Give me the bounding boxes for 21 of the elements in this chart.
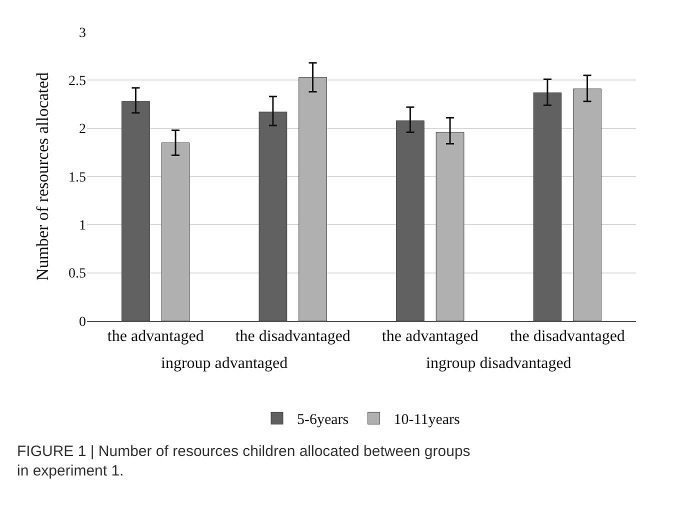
x-tick-label: the disadvantaged xyxy=(510,328,625,346)
text: ingroup disadvantaged xyxy=(426,355,572,372)
bar xyxy=(298,77,327,321)
legend-label: 10-11years xyxy=(394,412,460,428)
y-tick-label: 0.5 xyxy=(68,266,86,282)
x-tick-label: the advantaged xyxy=(382,328,478,346)
y-tick-label: 3 xyxy=(79,26,86,41)
bar xyxy=(436,132,464,321)
x-tick-label: the advantaged xyxy=(107,328,204,346)
legend-label: 5-6years xyxy=(297,412,349,428)
y-tick-label: 0 xyxy=(79,314,86,330)
y-tick-label: 1.5 xyxy=(68,170,86,186)
caption: FIGURE 1 | Number of resources children allocated between groups in experiment 1. xyxy=(17,443,470,480)
text: ingroup advantaged xyxy=(161,355,288,372)
bar xyxy=(573,88,602,321)
y-tick-label: 2.5 xyxy=(68,74,86,90)
x-tick-label: the disadvantaged xyxy=(235,328,350,346)
y-tick-label: 2 xyxy=(79,122,86,138)
y-tick-label: 1 xyxy=(79,218,86,234)
bar xyxy=(161,142,190,321)
y-axis-title: Number of resources allocated xyxy=(33,72,52,281)
